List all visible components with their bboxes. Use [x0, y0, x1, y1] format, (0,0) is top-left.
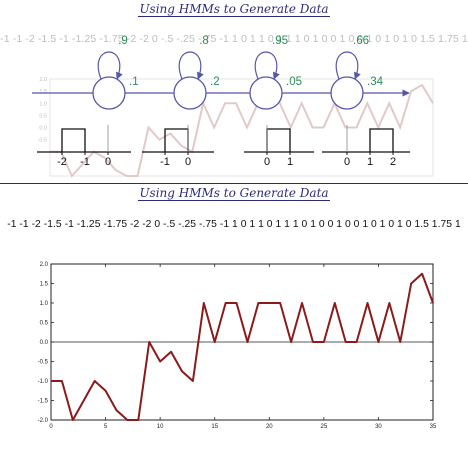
distribution-tick-label: -1: [80, 156, 90, 168]
next-transition-prob: .2: [210, 76, 220, 88]
faded-frame: [49, 78, 434, 177]
uniform-box: [61, 128, 86, 152]
self-loop-arrow: [335, 51, 361, 80]
emission-distribution: 0 1 2: [322, 125, 410, 168]
top-slide-title: Using HMMs to Generate Data: [138, 2, 330, 17]
self-transition-prob: .66: [353, 35, 369, 47]
distribution-tick-label: 0: [264, 156, 270, 168]
self-transition-prob: .95: [272, 35, 288, 47]
faded-sequence: -1 -1 -2 -1.5 -1 -1.25 -1.75 -2 -2 0 -.5…: [0, 33, 468, 45]
top-slide: Using HMMs to Generate Data -1 -1 -2 -1.…: [0, 0, 468, 184]
next-transition-prob: .05: [286, 76, 302, 88]
distribution-tick-label: -2: [57, 156, 67, 168]
faded-y-label: 0.0: [39, 126, 47, 132]
hmm-state: [330, 76, 364, 110]
faded-background-plot: 2.0 1.5 1.0 0.5 0.0 -0.5: [38, 77, 434, 178]
bottom-slide-title: Using HMMs to Generate Data: [138, 186, 330, 201]
distribution-tick-label: -1: [160, 156, 170, 168]
distribution-tick-label: 2: [390, 156, 396, 168]
generated-sequence: -1 -1 -2 -1.5 -1 -1.25 -1.75 -2 -2 0 -.5…: [7, 219, 461, 230]
faded-y-label: 0.5: [39, 113, 47, 119]
faded-y-label: 1.5: [39, 89, 47, 95]
emission-distribution: -1 0: [142, 125, 214, 168]
self-loop-arrow: [97, 51, 123, 80]
self-loop-arrow: [254, 51, 280, 80]
emission-distributions: -2 -1 0 -1 0 0 1 0 1 2: [37, 125, 410, 168]
hmm-state: [173, 76, 207, 110]
hmm-state: [92, 76, 126, 110]
distribution-tick-label: 0: [344, 156, 350, 168]
distribution-tick-label: 1: [287, 156, 293, 168]
self-transition-prob: .9: [118, 35, 128, 47]
next-transition-prob: .1: [129, 76, 139, 88]
next-transition-prob: .34: [367, 76, 384, 88]
hmm-state: [249, 76, 283, 110]
uniform-box: [369, 128, 394, 152]
faded-y-label: -0.5: [38, 138, 47, 144]
hmm-state-chain: .9 .1 .8 .2 .95 .05 .66 .34: [32, 35, 410, 110]
hmm-diagram: 2.0 1.5 1.0 0.5 0.0 -0.5 .9 .1 .8 .2 .95 .05 .66 .34…: [32, 35, 434, 178]
faded-series-line: [50, 83, 434, 178]
emission-distribution: -2 -1 0: [37, 125, 131, 168]
distribution-tick-label: 1: [367, 156, 373, 168]
faded-y-label: 2.0: [39, 77, 47, 83]
self-transition-prob: .8: [199, 35, 209, 47]
distribution-tick-label: 0: [105, 156, 111, 168]
distribution-tick-label: 0: [185, 156, 191, 168]
uniform-box: [266, 128, 291, 152]
self-loop-arrow: [178, 51, 204, 80]
faded-y-label: 1.0: [39, 101, 47, 107]
